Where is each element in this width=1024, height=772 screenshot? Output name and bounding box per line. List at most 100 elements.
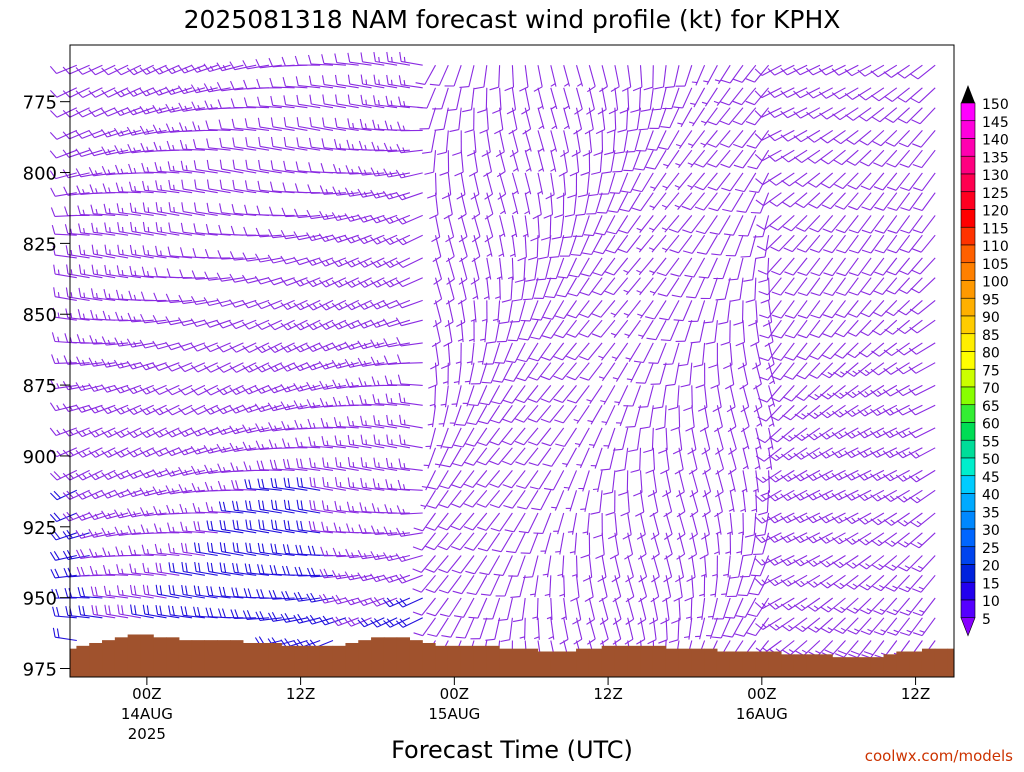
wind-barb <box>50 552 55 560</box>
wind-barb <box>237 564 239 573</box>
wind-barb <box>643 450 652 453</box>
wind-barb <box>58 292 59 297</box>
wind-barb <box>807 258 820 276</box>
wind-barb <box>63 514 69 521</box>
wind-barb <box>256 254 261 262</box>
wind-barb <box>141 292 144 301</box>
wind-barb <box>448 258 454 279</box>
wind-barb <box>775 537 779 541</box>
wind-barb <box>96 314 97 319</box>
wind-barb <box>847 609 855 613</box>
wind-barb <box>135 208 136 213</box>
wind-barb <box>398 355 401 364</box>
wind-barb <box>714 101 719 103</box>
wind-barb <box>570 235 577 256</box>
wind-barb <box>587 513 589 535</box>
wind-barb <box>387 75 389 84</box>
wind-barb <box>140 340 145 348</box>
wind-barb <box>249 480 251 489</box>
wind-barb <box>307 210 311 219</box>
wind-barb <box>296 545 299 554</box>
wind-barb <box>627 379 632 380</box>
wind-barb <box>815 394 819 397</box>
wind-barb <box>169 562 170 571</box>
wind-barb <box>359 525 362 534</box>
wind-barb <box>287 566 290 575</box>
wind-barb <box>528 377 537 380</box>
wind-barb <box>479 573 488 575</box>
wind-barb <box>497 172 505 177</box>
wind-barb <box>79 288 81 297</box>
wind-barb <box>485 214 493 219</box>
wind-barb <box>538 215 539 237</box>
wind-barb <box>762 513 781 523</box>
wind-barb <box>649 248 654 250</box>
wind-barb <box>717 470 723 491</box>
wind-barb <box>121 470 141 479</box>
wind-barb <box>133 88 153 97</box>
wind-barb <box>452 570 461 573</box>
wind-barb <box>641 193 654 211</box>
wind-barb <box>480 363 487 384</box>
wind-barb <box>707 164 716 167</box>
wind-barb <box>244 98 247 107</box>
wind-barb <box>890 432 894 436</box>
wind-barb <box>841 628 846 631</box>
wind-barb <box>195 562 196 571</box>
wind-barb <box>283 77 285 86</box>
wind-barb <box>474 130 476 152</box>
wind-barb <box>435 598 448 616</box>
wind-barb <box>618 492 627 495</box>
wind-barb <box>432 130 436 152</box>
wind-barb <box>633 150 641 171</box>
wind-barb <box>567 258 576 278</box>
wind-barb <box>404 484 405 489</box>
wind-barb <box>549 257 558 258</box>
wind-barb <box>352 323 355 327</box>
colorbar-swatch <box>961 458 975 476</box>
wind-barb <box>117 203 119 212</box>
wind-barb <box>781 156 788 162</box>
terrain-column <box>192 640 205 677</box>
wind-barb <box>309 521 311 530</box>
wind-barb <box>836 292 845 295</box>
wind-barb <box>652 235 666 252</box>
wind-barb <box>105 223 107 232</box>
wind-barb <box>691 130 704 148</box>
wind-barb <box>839 452 843 456</box>
wind-barb <box>510 322 520 323</box>
wind-barb <box>775 580 779 584</box>
wind-barb <box>284 478 286 487</box>
wind-barb <box>90 549 94 558</box>
wind-barb <box>147 605 148 614</box>
wind-barb <box>755 154 762 160</box>
wind-barb <box>788 495 792 499</box>
wind-barb <box>131 585 133 594</box>
wind-barb <box>54 265 55 274</box>
wind-barb <box>50 132 57 139</box>
wind-barb <box>639 597 647 602</box>
wind-barb <box>826 434 830 438</box>
wind-barb <box>297 521 299 530</box>
wind-barb <box>898 542 906 547</box>
wind-barb <box>864 432 868 436</box>
y-tick-label: 900 <box>23 447 57 468</box>
wind-barb <box>728 300 731 322</box>
wind-barb <box>859 352 867 357</box>
wind-barb <box>95 408 98 412</box>
wind-barb <box>446 256 454 261</box>
wind-barb <box>922 598 935 616</box>
wind-barb <box>813 537 817 541</box>
wind-barb <box>426 613 435 616</box>
wind-barb <box>775 476 779 480</box>
wind-barb <box>364 323 367 327</box>
wind-barb <box>263 520 264 529</box>
wind-barb <box>766 405 781 421</box>
wind-barb <box>52 354 55 363</box>
wind-barb <box>700 427 708 432</box>
wind-barb <box>695 186 704 189</box>
wind-barb <box>614 278 628 295</box>
wind-barb <box>823 334 832 337</box>
wind-barb <box>835 654 844 658</box>
wind-barb <box>339 304 343 308</box>
